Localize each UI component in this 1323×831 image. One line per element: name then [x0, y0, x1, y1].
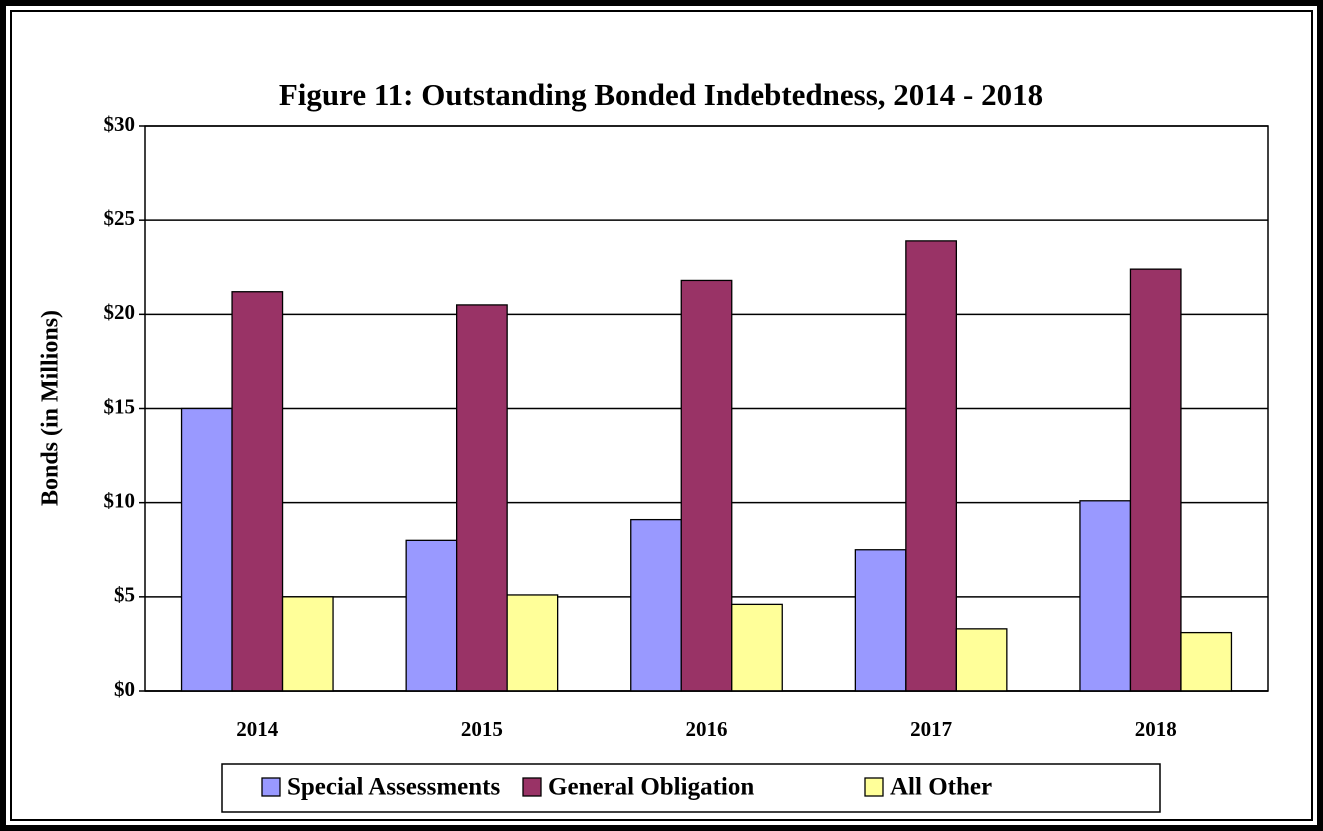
- legend-swatch: [864, 777, 884, 797]
- bar: [1180, 631, 1233, 692]
- bar: [1129, 268, 1182, 692]
- y-axis-label: Bonds (in Millions): [38, 310, 64, 506]
- inner-frame: [10, 10, 1313, 821]
- bar: [1079, 500, 1132, 692]
- bar: [630, 518, 682, 692]
- bar: [680, 279, 733, 692]
- y-tick-label: $0: [114, 677, 135, 701]
- y-tick-label: $20: [104, 300, 136, 324]
- x-tick-label: 2014: [236, 717, 279, 741]
- legend-box: [221, 763, 1161, 813]
- bar: [905, 240, 957, 692]
- bar: [405, 539, 458, 692]
- bar: [506, 594, 559, 692]
- bar: [731, 603, 783, 692]
- legend-label: Special Assessments: [287, 774, 500, 801]
- y-tick-label: $15: [104, 394, 136, 418]
- x-tick-label: 2015: [461, 717, 503, 741]
- legend-swatch: [522, 777, 542, 797]
- bar: [281, 596, 334, 692]
- y-tick-label: $25: [104, 206, 136, 230]
- x-tick-label: 2017: [910, 717, 952, 741]
- bar: [231, 291, 284, 692]
- legend-swatch: [261, 777, 281, 797]
- chart-title: Figure 11: Outstanding Bonded Indebtedne…: [279, 77, 1043, 112]
- y-tick-label: $5: [114, 583, 135, 607]
- bar: [854, 549, 907, 692]
- y-tick-label: $10: [104, 488, 136, 512]
- legend-label: General Obligation: [548, 774, 754, 801]
- y-tick-label: $30: [104, 112, 136, 136]
- x-tick-label: 2018: [1135, 717, 1177, 741]
- legend-label: All Other: [890, 774, 992, 801]
- x-tick-label: 2016: [686, 717, 728, 741]
- bar: [180, 407, 233, 692]
- bar: [955, 628, 1008, 692]
- bar: [455, 304, 508, 692]
